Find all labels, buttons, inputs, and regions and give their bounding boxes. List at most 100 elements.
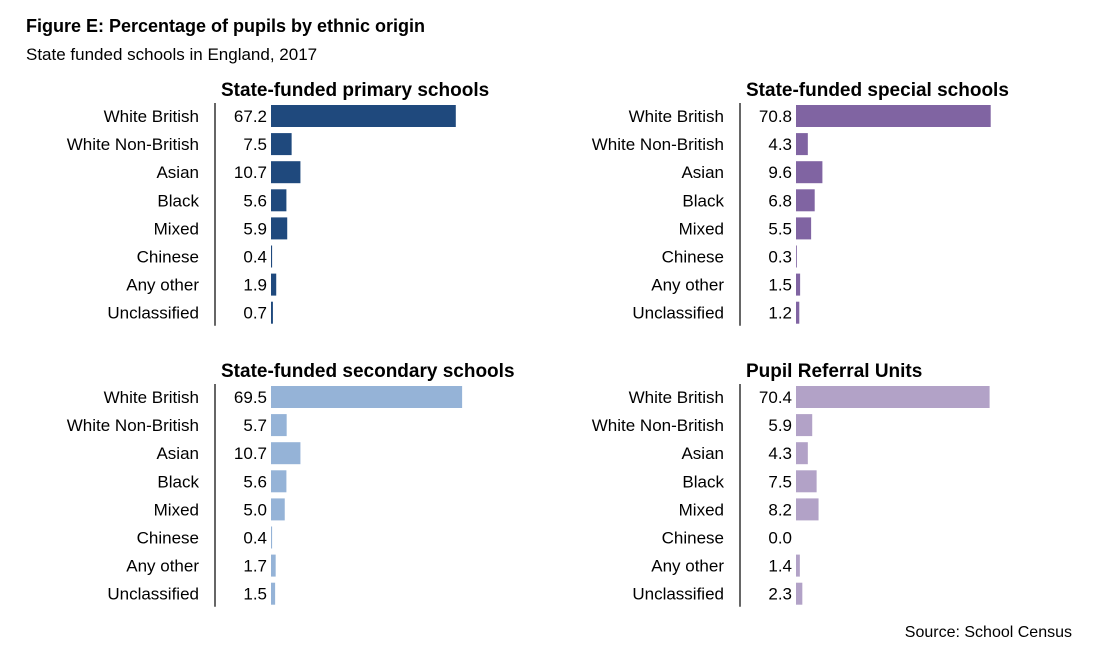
panel-title: State-funded secondary schools: [221, 361, 515, 382]
category-label: Chinese: [662, 248, 724, 267]
category-label: Black: [682, 191, 724, 210]
bar: [796, 189, 815, 212]
data-label: 0.3: [768, 248, 792, 267]
category-label: White British: [104, 388, 199, 407]
panel-title: State-funded primary schools: [221, 80, 489, 101]
bar: [271, 105, 456, 127]
bar: [271, 133, 292, 156]
category-label: Any other: [126, 557, 199, 576]
bar: [271, 498, 285, 521]
panel-secondary: State-funded secondary schools White Brit…: [0, 353, 547, 623]
bar: [271, 386, 463, 408]
data-label: 9.6: [768, 163, 792, 182]
category-label: Mixed: [679, 219, 724, 238]
category-label: Chinese: [137, 529, 199, 548]
data-label: 7.5: [243, 135, 267, 154]
bar: [796, 217, 812, 240]
data-label: 1.7: [243, 557, 267, 576]
category-label: Unclassified: [107, 585, 199, 604]
data-label: 70.8: [759, 107, 792, 126]
data-label: 0.0: [768, 529, 792, 548]
bar: [271, 245, 273, 268]
category-label: Mixed: [154, 500, 199, 519]
bar: [271, 273, 277, 296]
bar: [271, 161, 301, 184]
bar: [271, 582, 276, 605]
bar: [796, 498, 819, 521]
bar: [796, 133, 808, 156]
source-note: Source: School Census: [904, 624, 1072, 641]
bar: [796, 301, 800, 324]
figure-subtitle: State funded schools in England, 2017: [26, 45, 318, 64]
panel-pru: Pupil Referral Units White British 70.4 Whi…: [525, 353, 1072, 623]
bar: [796, 414, 813, 437]
bar: [796, 582, 803, 605]
category-label: Mixed: [154, 219, 199, 238]
data-label: 4.3: [768, 135, 792, 154]
data-label: 67.2: [234, 107, 267, 126]
data-label: 5.9: [243, 219, 267, 238]
category-label: Black: [682, 472, 724, 491]
data-label: 5.9: [768, 416, 792, 435]
chart-secondary: State-funded secondary schools White Brit…: [67, 361, 515, 607]
bar: [271, 414, 287, 437]
data-label: 0.4: [243, 248, 267, 267]
category-label: White British: [104, 107, 199, 126]
data-label: 5.5: [768, 219, 792, 238]
figure-title: Figure E: Percentage of pupils by ethnic…: [26, 16, 426, 36]
category-label: White Non-British: [67, 135, 199, 154]
bar: [796, 105, 991, 127]
data-label: 1.5: [768, 276, 792, 295]
category-label: White British: [629, 107, 724, 126]
data-label: 7.5: [768, 472, 792, 491]
bar: [271, 442, 301, 465]
data-label: 5.0: [243, 500, 267, 519]
bar: [796, 386, 990, 408]
bar: [271, 301, 273, 324]
category-label: Any other: [651, 557, 724, 576]
data-label: 10.7: [234, 163, 267, 182]
category-label: Asian: [156, 444, 199, 463]
bar: [271, 526, 273, 549]
category-label: Unclassified: [632, 304, 724, 323]
chart-primary: State-funded primary schools White Britis…: [67, 80, 489, 326]
category-label: Any other: [126, 276, 199, 295]
category-label: White Non-British: [592, 416, 724, 435]
category-label: Black: [157, 472, 199, 491]
panel-special: State-funded special schools White Britis…: [525, 72, 1072, 342]
bar: [271, 554, 276, 577]
chart-pru: Pupil Referral Units White British 70.4 Whi…: [592, 361, 990, 607]
data-label: 5.7: [243, 416, 267, 435]
category-label: White Non-British: [67, 416, 199, 435]
data-label: 1.9: [243, 276, 267, 295]
category-label: White British: [629, 388, 724, 407]
category-label: Mixed: [679, 500, 724, 519]
panel-primary: State-funded primary schools White Britis…: [0, 72, 547, 342]
category-label: Chinese: [662, 529, 724, 548]
data-label: 6.8: [768, 191, 792, 210]
data-label: 2.3: [768, 585, 792, 604]
category-label: Unclassified: [107, 304, 199, 323]
data-label: 8.2: [768, 500, 792, 519]
panel-title: State-funded special schools: [746, 80, 1009, 101]
chart-special: State-funded special schools White Britis…: [592, 80, 1009, 326]
panel-title: Pupil Referral Units: [746, 361, 922, 382]
category-label: Chinese: [137, 248, 199, 267]
data-label: 1.4: [768, 557, 792, 576]
data-label: 1.5: [243, 585, 267, 604]
data-label: 70.4: [759, 388, 792, 407]
data-label: 0.4: [243, 529, 267, 548]
data-label: 1.2: [768, 304, 792, 323]
category-label: Asian: [681, 444, 724, 463]
category-label: White Non-British: [592, 135, 724, 154]
bar: [796, 442, 808, 465]
category-label: Asian: [681, 163, 724, 182]
bar: [271, 189, 287, 212]
data-label: 5.6: [243, 191, 267, 210]
category-label: Asian: [156, 163, 199, 182]
bar: [796, 470, 817, 493]
data-label: 69.5: [234, 388, 267, 407]
data-label: 5.6: [243, 472, 267, 491]
bar: [271, 217, 288, 240]
data-label: 4.3: [768, 444, 792, 463]
